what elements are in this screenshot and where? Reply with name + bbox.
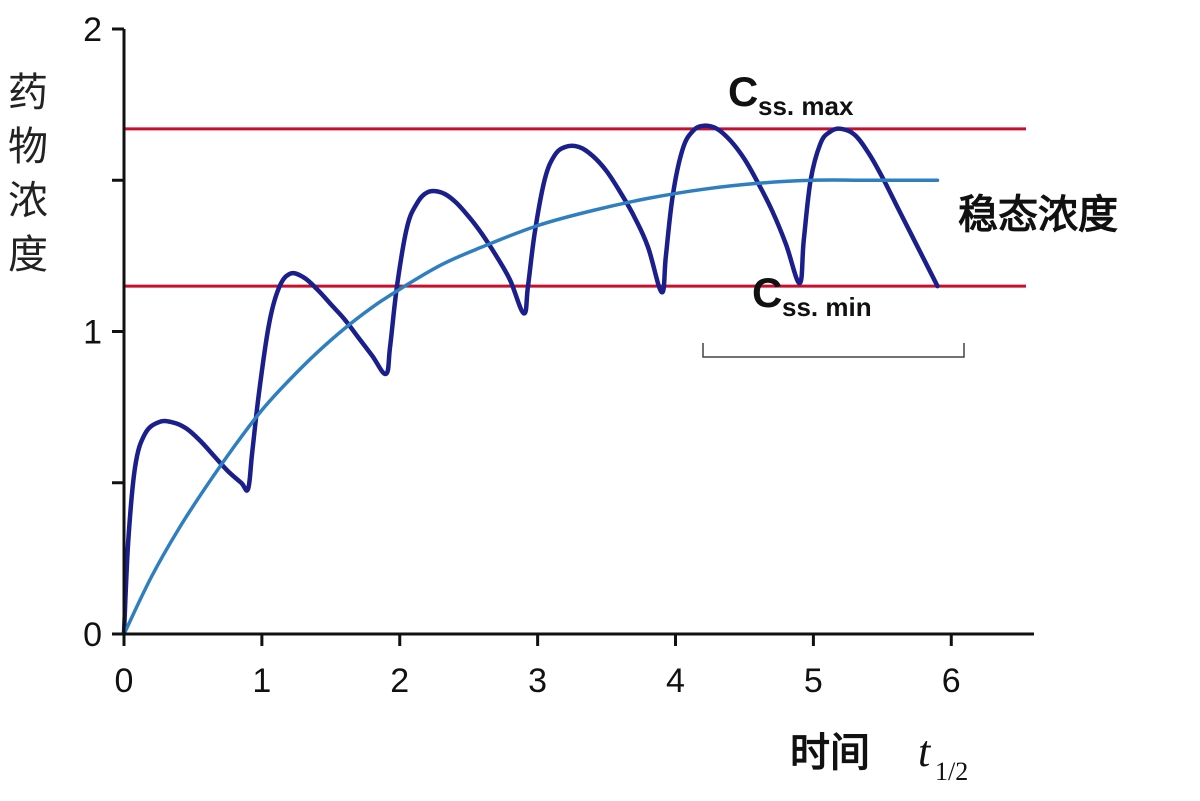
x-tick-label-4: 4 [666,662,685,700]
css-min-label-main: C [752,269,782,316]
x-tick-label-1: 1 [252,662,271,700]
steady-state-annotation: 稳态浓度 [958,192,1118,238]
series-layer [121,123,940,637]
x-tick-label-2: 2 [390,662,409,700]
text-layer: 药 物 浓 度 时间 t 1/2 稳态浓度 C ss. max C ss. mi… [8,68,1118,786]
series-dosing-concentration-line [121,123,940,637]
series-steady-state-curve [122,178,940,636]
reference-lines-layer [124,127,1026,288]
x-axis-unit-subscript: 1/2 [935,757,968,786]
css-min-label-sub: ss. min [782,292,872,322]
x-tick-label-0: 0 [115,662,134,700]
y-axis-label-char-4: 度 [8,232,48,278]
x-axis-unit-symbol: t [918,727,932,776]
css-max-label-sub: ss. max [758,91,854,121]
axes-layer: 0 1 2 0 1 2 3 4 5 6 [83,11,1034,700]
x-tick-label-3: 3 [528,662,547,700]
y-axis-label-char-2: 物 [8,124,48,170]
x-tick-label-6: 6 [942,662,961,700]
y-axis-label-char-3: 浓 [8,178,48,224]
y-tick-label-1: 1 [83,314,102,352]
x-tick-label-5: 5 [804,662,823,700]
y-tick-label-0: 0 [83,616,102,654]
steady-state-bracket [702,343,965,358]
y-tick-label-2: 2 [83,11,102,49]
x-axis-label: 时间 [790,730,870,776]
css-max-label-main: C [728,68,758,115]
y-axis-label-char-1: 药 [8,70,48,116]
